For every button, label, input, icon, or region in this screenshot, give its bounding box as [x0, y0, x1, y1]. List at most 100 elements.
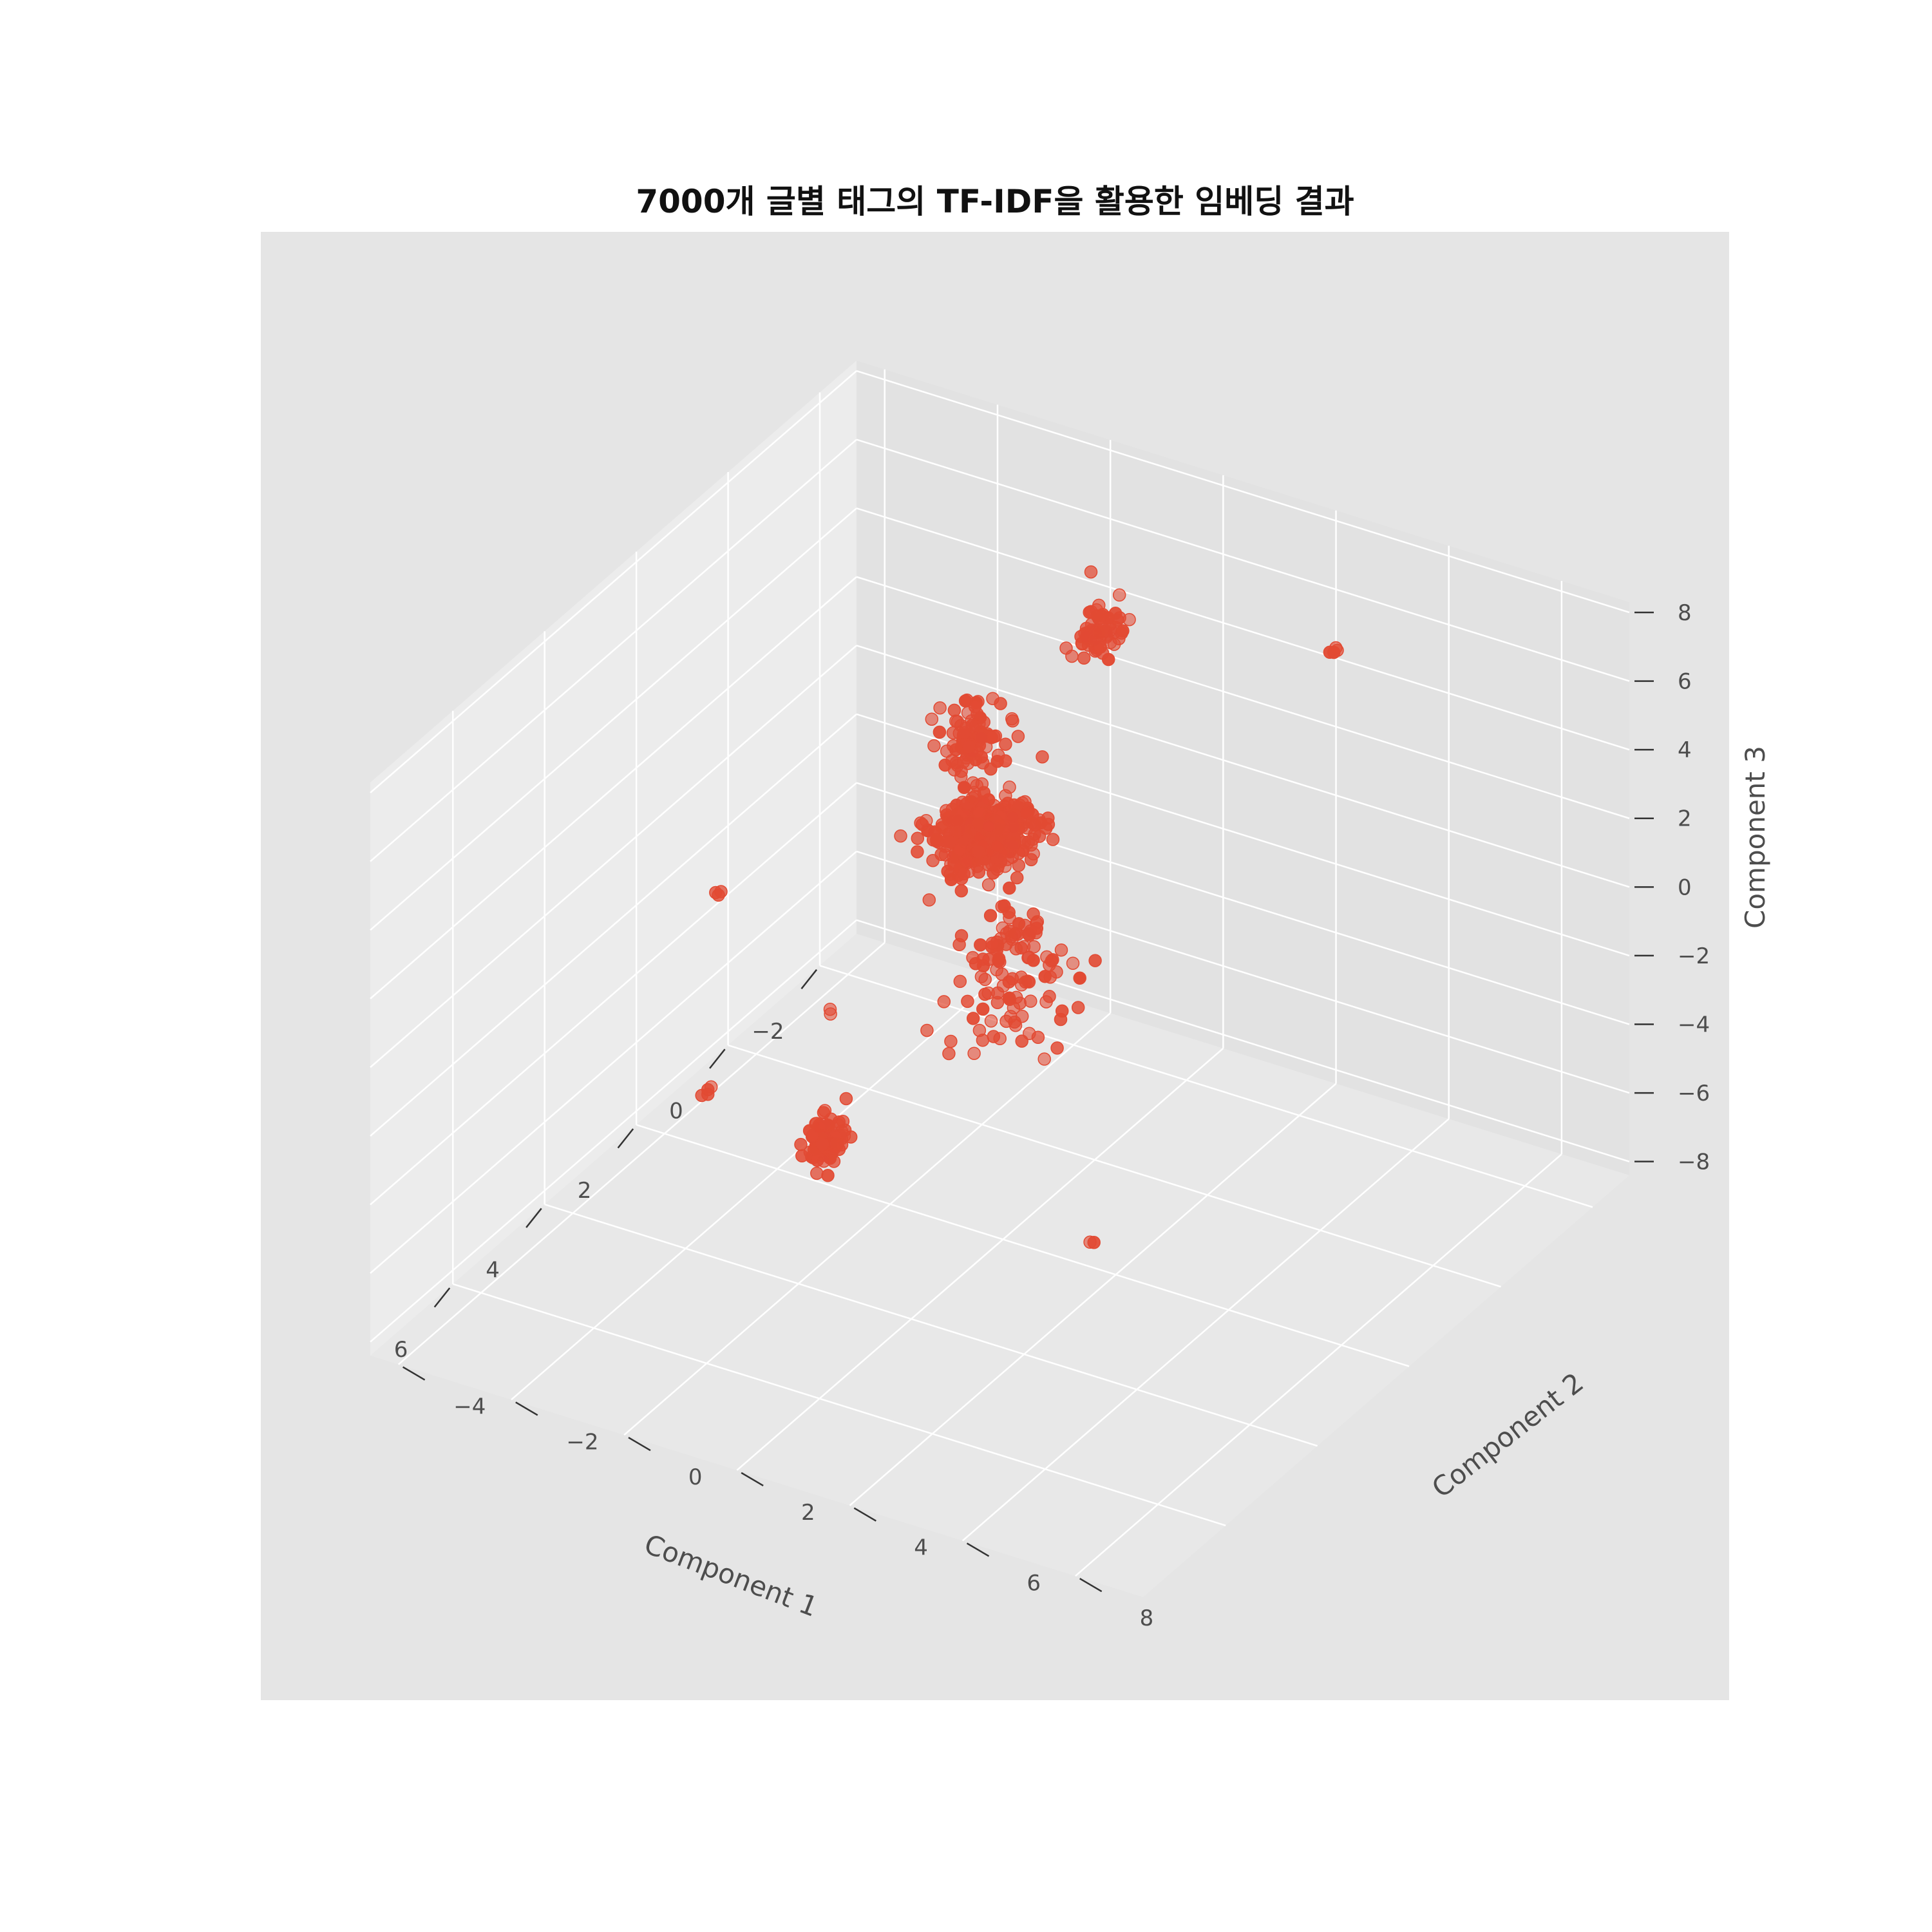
y-grid-floor — [1075, 1153, 1562, 1577]
data-point — [982, 819, 996, 833]
data-point — [962, 739, 976, 753]
y-tick-mark — [741, 1472, 764, 1486]
data-point — [1050, 1041, 1064, 1055]
data-point — [961, 994, 974, 1009]
data-point — [829, 1137, 844, 1150]
data-point — [894, 829, 907, 843]
data-point — [709, 886, 723, 900]
z-tick-label: 4 — [1678, 737, 1692, 763]
data-point — [953, 974, 967, 989]
data-point — [966, 1012, 980, 1025]
data-point — [1054, 943, 1068, 957]
data-point — [823, 1002, 837, 1016]
data-point — [1108, 607, 1122, 620]
data-point — [927, 739, 941, 753]
data-point — [944, 1034, 958, 1048]
y-tick-label: 4 — [914, 1535, 928, 1561]
data-point — [958, 833, 972, 846]
z-grid-left — [370, 370, 857, 793]
x-tick-mark — [526, 1208, 542, 1228]
data-point — [1073, 971, 1086, 985]
data-point — [1038, 969, 1052, 983]
data-point — [999, 938, 1013, 951]
data-point — [976, 1002, 990, 1016]
data-point — [976, 756, 990, 770]
data-point — [1011, 730, 1025, 743]
y-tick-label: 0 — [688, 1464, 703, 1490]
data-point — [1024, 838, 1038, 852]
x-tick-mark — [800, 969, 818, 990]
z-grid-right — [856, 850, 1630, 1094]
y-tick-mark — [1079, 1578, 1103, 1593]
data-point — [975, 777, 989, 791]
data-point — [1005, 838, 1019, 853]
y-tick-mark — [402, 1366, 426, 1381]
data-point — [938, 848, 952, 862]
z-grid-left — [370, 919, 857, 1343]
data-point — [942, 1046, 956, 1061]
data-point — [998, 899, 1011, 913]
data-point — [981, 878, 996, 892]
z-tick-label: −2 — [1678, 943, 1710, 969]
data-point — [993, 1032, 1007, 1045]
x-tick-mark — [617, 1128, 634, 1149]
data-point — [911, 845, 924, 858]
data-point — [974, 731, 989, 744]
data-point — [1083, 1235, 1097, 1249]
data-point — [1050, 965, 1063, 979]
data-point — [1003, 881, 1016, 895]
data-point — [951, 814, 965, 828]
y-grid-floor — [736, 1047, 1224, 1471]
data-point — [972, 1023, 987, 1037]
floor-pane — [370, 934, 1629, 1597]
y-tick-label: 2 — [801, 1500, 815, 1526]
data-point — [1014, 971, 1028, 984]
data-point — [1005, 712, 1019, 726]
data-point — [947, 703, 961, 717]
data-point — [1055, 1004, 1069, 1018]
data-point — [954, 884, 969, 898]
z-grid-right — [856, 439, 1630, 682]
data-point — [1088, 954, 1102, 967]
data-point — [1077, 651, 1091, 665]
data-point — [1101, 652, 1115, 667]
data-point — [911, 831, 925, 846]
data-point — [1065, 649, 1079, 663]
x-tick-mark — [709, 1048, 726, 1069]
data-point — [1066, 956, 1080, 971]
z-tick-label: −8 — [1678, 1150, 1710, 1175]
y-grid-floor — [623, 1012, 1111, 1436]
x-tick-mark — [433, 1287, 451, 1308]
data-point — [960, 855, 973, 868]
data-point — [1037, 1052, 1051, 1066]
data-point — [1039, 995, 1053, 1009]
data-point — [818, 1117, 832, 1131]
data-point — [971, 845, 985, 858]
axis-ticks: −2 0 2 4 6 −4 −2 0 2 4 6 8 −8 −6 −4 −2 0 2 4 6 8 — [394, 600, 1710, 1631]
z-grid-left — [370, 713, 857, 1137]
data-point — [981, 986, 995, 1000]
data-point — [938, 758, 952, 772]
data-point — [1329, 641, 1343, 655]
z-tick-label: 8 — [1678, 600, 1692, 626]
data-point — [926, 853, 940, 867]
y-tick-mark — [628, 1437, 651, 1452]
data-point — [999, 754, 1012, 768]
data-point — [1090, 609, 1104, 623]
data-point — [815, 1137, 829, 1151]
data-point — [1003, 924, 1016, 938]
data-point — [974, 938, 987, 952]
z-tick-label: 6 — [1678, 669, 1692, 695]
data-point — [1010, 871, 1024, 885]
z-grid-left — [370, 851, 857, 1274]
data-point — [961, 706, 975, 720]
data-point — [977, 715, 990, 729]
data-point — [995, 967, 1009, 981]
data-point — [1015, 1034, 1028, 1048]
z-grid-left — [370, 439, 857, 862]
data-point — [943, 835, 958, 849]
data-point — [935, 820, 949, 835]
z-tick-label: −4 — [1678, 1012, 1710, 1038]
z-grid-left — [370, 782, 857, 1206]
